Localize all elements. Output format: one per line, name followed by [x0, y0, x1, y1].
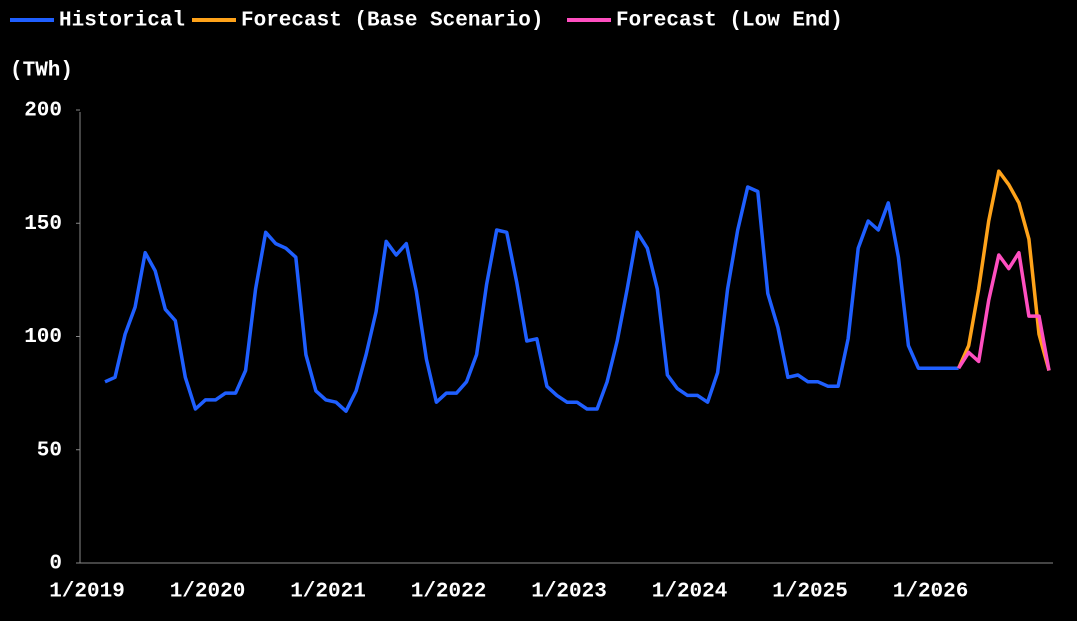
x-tick-label: 1/2020: [170, 581, 246, 604]
y-unit-label: (TWh): [10, 60, 73, 83]
series-line: [104, 185, 959, 413]
x-tick-label: 1/2024: [652, 581, 728, 604]
x-tick-label: 1/2025: [772, 581, 848, 604]
x-tick-label: 1/2023: [531, 581, 607, 604]
legend-label: Historical: [59, 10, 185, 33]
x-tick-label: 1/2021: [290, 581, 366, 604]
y-tick-label: 200: [24, 100, 62, 123]
series-line: [957, 169, 1051, 371]
y-tick-label: 0: [49, 553, 62, 576]
legend-label: Forecast (Base Scenario): [241, 10, 543, 33]
y-tick-label: 150: [24, 213, 62, 236]
legend-label: Forecast (Low End): [616, 10, 843, 33]
series-line: [957, 250, 1051, 371]
y-tick-label: 100: [24, 326, 62, 349]
x-tick-label: 1/2022: [411, 581, 487, 604]
x-tick-label: 1/2026: [893, 581, 969, 604]
y-tick-label: 50: [37, 439, 62, 462]
x-tick-label: 1/2019: [49, 581, 125, 604]
